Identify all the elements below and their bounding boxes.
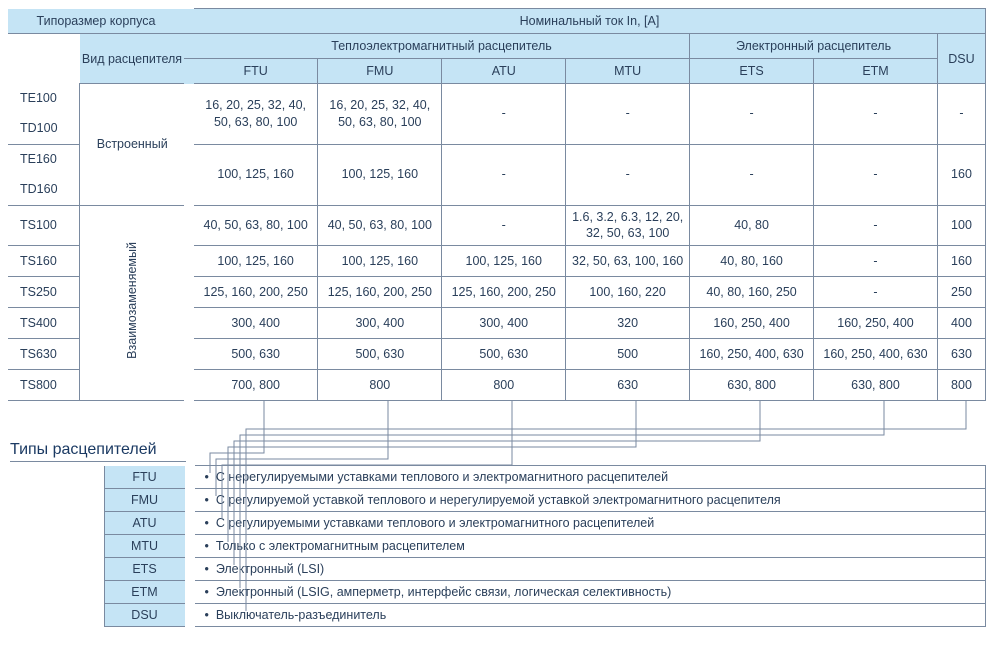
hdr-thermo: Теплоэлектромагнитный расцепитель [194,34,690,59]
c: - [690,144,814,205]
c: 160, 250, 400 [690,308,814,339]
c: 630 [566,370,690,401]
hdr-frame: Типоразмер корпуса [8,9,184,34]
c: - [937,84,985,145]
rated-current-table: Типоразмер корпуса Номинальный ток In, [… [8,8,986,401]
type-code: MTU [104,535,185,558]
frame: TS800 [8,370,80,401]
c: 160 [937,246,985,277]
c: 320 [566,308,690,339]
c: 1.6, 3.2, 6.3, 12, 20, 32, 50, 63, 100 [566,205,690,246]
frame: TS400 [8,308,80,339]
type-code: FMU [104,489,185,512]
frame: TS250 [8,277,80,308]
hdr-fmu: FMU [318,59,442,84]
c: 16, 20, 25, 32, 40, 50, 63, 80, 100 [194,84,318,145]
type-desc: • С регулируемой уставкой теплового и не… [195,489,986,512]
c: 125, 160, 200, 250 [194,277,318,308]
hdr-mtu: MTU [566,59,690,84]
c: - [814,205,938,246]
c: 300, 400 [442,308,566,339]
hdr-atu: ATU [442,59,566,84]
c: 100 [937,205,985,246]
c: 630 [937,339,985,370]
c: 100, 125, 160 [194,246,318,277]
hdr-ftu: FTU [194,59,318,84]
frame: TD160 [8,175,80,206]
c: 16, 20, 25, 32, 40, 50, 63, 80, 100 [318,84,442,145]
type-code: ETM [104,581,185,604]
c: - [566,144,690,205]
c: 160, 250, 400, 630 [690,339,814,370]
c: 630, 800 [690,370,814,401]
c: - [690,84,814,145]
c: 40, 80, 160, 250 [690,277,814,308]
c: 125, 160, 200, 250 [318,277,442,308]
c: 100, 125, 160 [442,246,566,277]
c: 700, 800 [194,370,318,401]
hdr-etm: ETM [814,59,938,84]
c: - [442,84,566,145]
c: 300, 400 [318,308,442,339]
hdr-dsu: DSU [937,34,985,84]
c: 32, 50, 63, 100, 160 [566,246,690,277]
c: 250 [937,277,985,308]
type-desc: • Электронный (LSIG, амперметр, интерфей… [195,581,986,604]
frame: TE100 [8,84,80,114]
type-code: ATU [104,512,185,535]
c: 400 [937,308,985,339]
c: - [814,277,938,308]
c: - [814,246,938,277]
type-desc: • Выключатель-разъединитель [195,604,986,627]
type-desc: • С нерегулируемыми уставками теплового … [195,466,986,489]
c: 100, 160, 220 [566,277,690,308]
hdr-electronic: Электронный расцепитель [690,34,938,59]
c: 160 [937,144,985,205]
type-code: ETS [104,558,185,581]
types-title: Типы расцепителей [10,441,186,462]
c: 160, 250, 400 [814,308,938,339]
c: 40, 50, 63, 80, 100 [194,205,318,246]
c: - [442,144,566,205]
type-desc: • Только с электромагнитным расцепителем [195,535,986,558]
c: 100, 125, 160 [194,144,318,205]
trip-builtin: Встроенный [80,84,184,206]
type-desc: • С регулируемыми уставками теплового и … [195,512,986,535]
c: 300, 400 [194,308,318,339]
c: 500, 630 [318,339,442,370]
c: 40, 80, 160 [690,246,814,277]
hdr-current: Номинальный ток In, [A] [194,9,986,34]
type-code: DSU [104,604,185,627]
type-code: FTU [104,466,185,489]
c: 40, 80 [690,205,814,246]
type-desc: • Электронный (LSI) [195,558,986,581]
c: 125, 160, 200, 250 [442,277,566,308]
frame: TD100 [8,114,80,145]
c: 800 [318,370,442,401]
c: 800 [937,370,985,401]
c: 100, 125, 160 [318,246,442,277]
c: - [442,205,566,246]
c: 160, 250, 400, 630 [814,339,938,370]
types-table: FTU • С нерегулируемыми уставками теплово… [8,465,986,627]
frame: TS160 [8,246,80,277]
c: 800 [442,370,566,401]
frame: TS630 [8,339,80,370]
c: 500, 630 [194,339,318,370]
trip-inter: Взаимозаменяемый [80,205,184,401]
c: - [814,84,938,145]
c: 500 [566,339,690,370]
c: - [566,84,690,145]
hdr-trip: Вид расцепителя [80,34,184,84]
frame: TE160 [8,144,80,175]
c: - [814,144,938,205]
c: 40, 50, 63, 80, 100 [318,205,442,246]
frame: TS100 [8,205,80,246]
c: 100, 125, 160 [318,144,442,205]
c: 630, 800 [814,370,938,401]
c: 500, 630 [442,339,566,370]
hdr-ets: ETS [690,59,814,84]
